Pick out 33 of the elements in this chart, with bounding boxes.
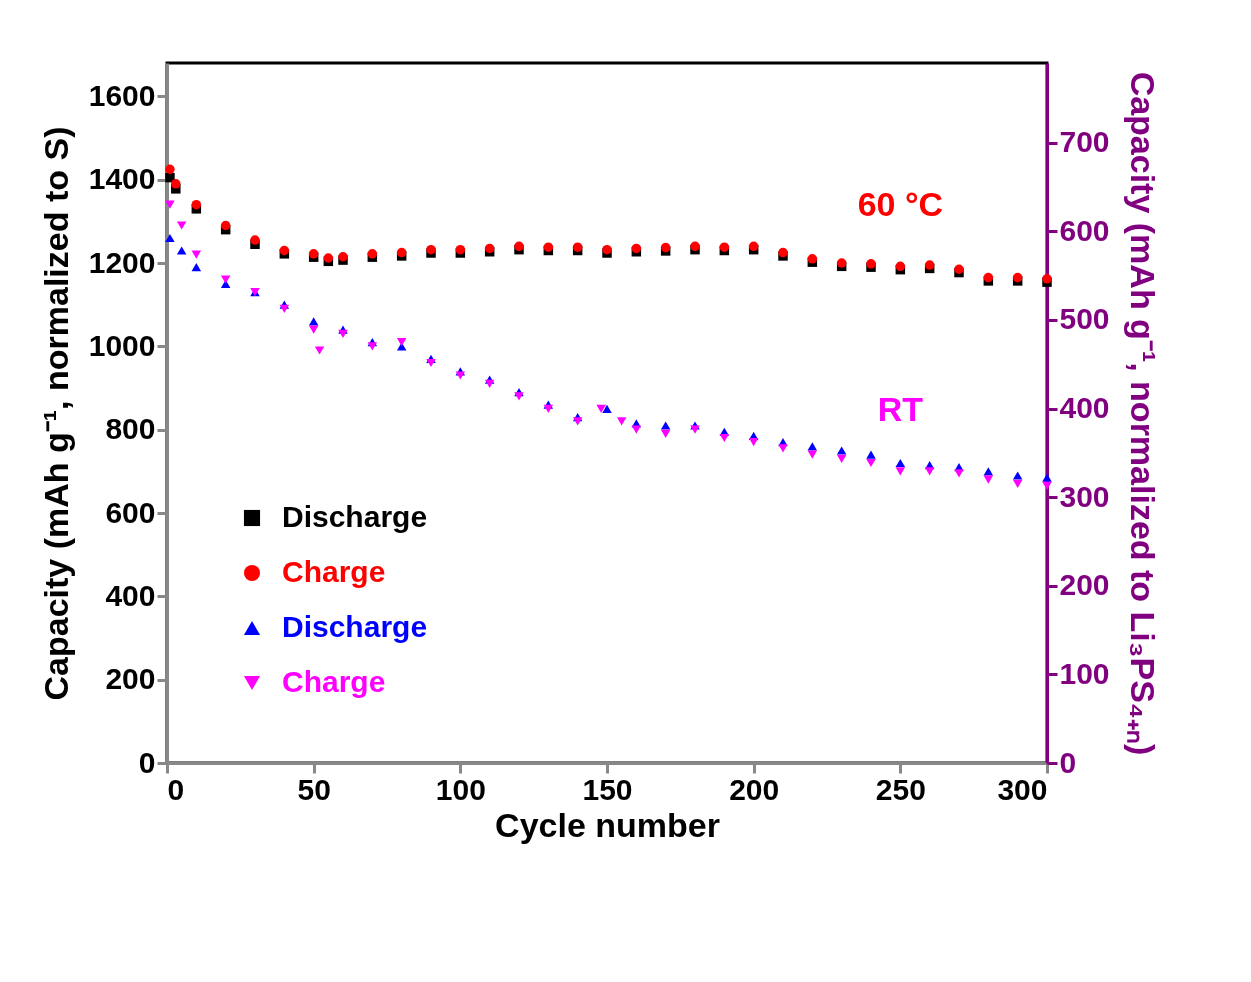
x-tick-label: 300 xyxy=(997,772,1048,806)
y-axis-title: Capacity (mAh g⁻¹, normalized to S) xyxy=(36,126,75,701)
x-tick-label: 250 xyxy=(875,772,926,806)
y2-tick-label: 100 xyxy=(1059,656,1110,690)
x-tick-label: 100 xyxy=(435,772,486,806)
y-tick-label: 1200 xyxy=(88,245,156,279)
x-tick-label: 50 xyxy=(297,772,331,806)
legend-label: Charge xyxy=(282,555,386,588)
x-tick-label: 0 xyxy=(167,772,185,806)
y2-axis-title: Capacity (mAh g⁻¹, normalized to Li₃PS₄₊ₙ) xyxy=(1123,71,1162,756)
x-tick-label: 150 xyxy=(582,772,633,806)
y-tick-label: 400 xyxy=(105,578,156,612)
x-axis-title: Cycle number xyxy=(495,805,720,844)
y-tick-label: 0 xyxy=(138,745,156,779)
y-tick-label: 1000 xyxy=(88,328,156,362)
y2-tick-label: 600 xyxy=(1059,213,1110,247)
y-tick-label: 1600 xyxy=(88,78,156,112)
y2-tick-label: 400 xyxy=(1059,391,1110,425)
y2-tick-label: 200 xyxy=(1059,568,1110,602)
y-tick-label: 1400 xyxy=(88,162,156,196)
y2-tick-label: 0 xyxy=(1059,745,1077,779)
legend-label: Charge xyxy=(282,665,386,698)
y2-tick-label: 300 xyxy=(1059,479,1110,513)
annotation: 60 °C xyxy=(857,185,944,224)
y-tick-label: 800 xyxy=(105,412,156,446)
x-tick-label: 200 xyxy=(729,772,780,806)
legend-label: Discharge xyxy=(282,610,428,643)
y-tick-label: 200 xyxy=(105,662,156,696)
annotation: RT xyxy=(877,390,924,429)
y2-tick-label: 700 xyxy=(1059,125,1110,159)
y2-tick-label: 500 xyxy=(1059,302,1110,336)
y-tick-label: 600 xyxy=(105,495,156,529)
legend-label: Discharge xyxy=(282,500,428,533)
